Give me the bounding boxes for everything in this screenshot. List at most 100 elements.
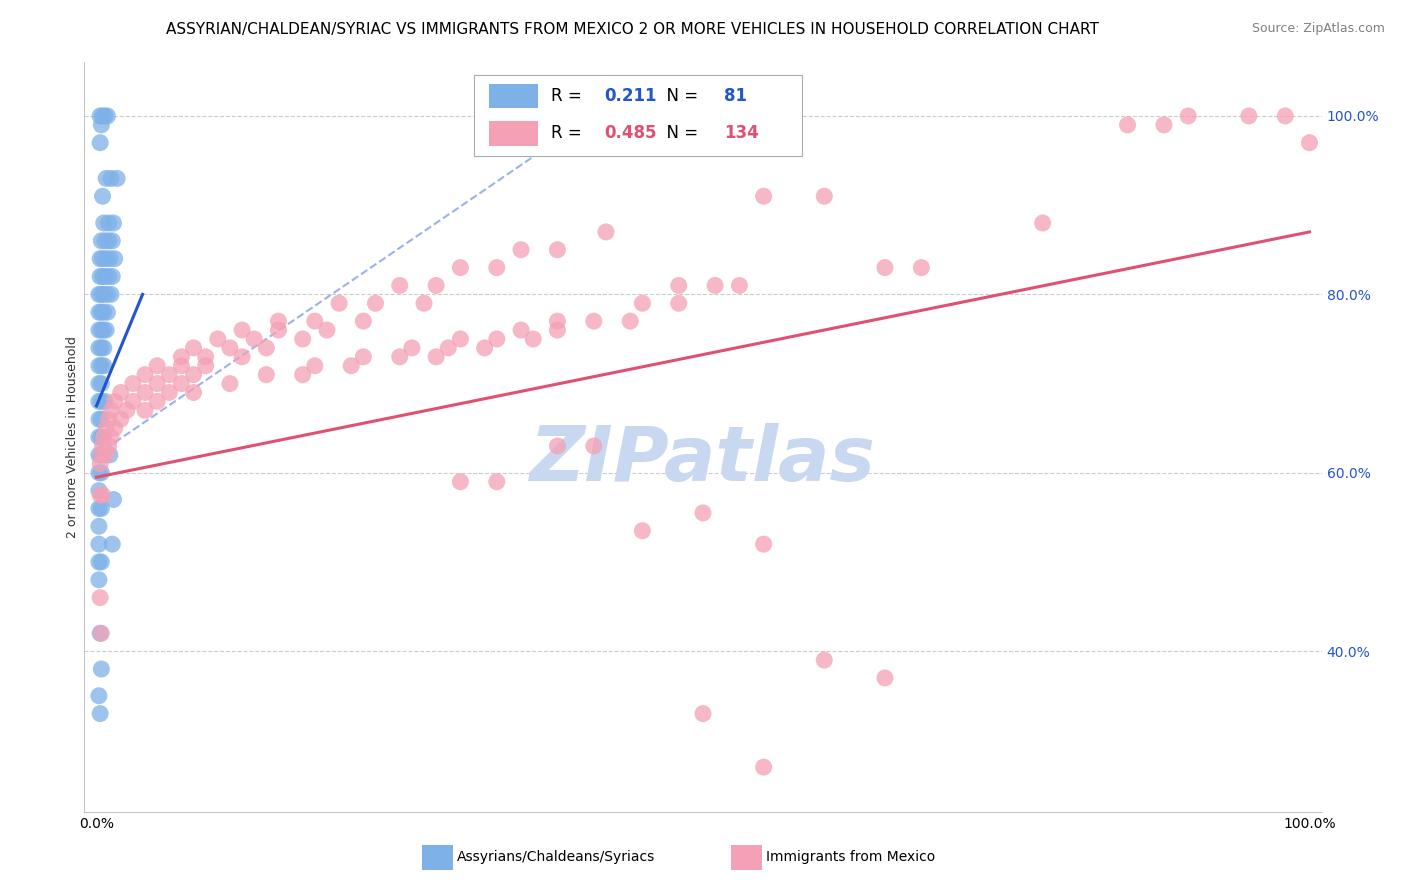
Point (146, 359, 169, 373)
Point (546, 314, 568, 328)
Point (89, 706, 111, 721)
Point (89, 626, 111, 640)
Point (89, 488, 111, 502)
Point (304, 359, 326, 373)
Point (91, 269, 114, 284)
Point (304, 314, 326, 328)
Point (89, 457, 111, 471)
Point (267, 323, 290, 337)
Point (90, 555, 112, 569)
Point (1116, 118, 1139, 132)
Point (87, 287, 110, 301)
Point (364, 296, 387, 310)
Point (87, 376, 110, 391)
Point (93, 341, 115, 355)
Point (90, 359, 112, 373)
Point (122, 376, 145, 391)
Point (96, 421, 118, 435)
Point (97, 269, 120, 284)
Point (89, 269, 111, 284)
Point (254, 368, 277, 382)
Point (96, 287, 118, 301)
Point (91, 488, 114, 502)
Text: Immigrants from Mexico: Immigrants from Mexico (766, 850, 935, 864)
Point (104, 394, 127, 409)
Point (98, 448, 121, 462)
Text: 81: 81 (724, 87, 747, 105)
Point (90, 412, 112, 426)
Point (96, 305, 118, 319)
Point (510, 243, 533, 257)
Point (582, 439, 605, 453)
Point (170, 359, 193, 373)
Point (449, 332, 471, 346)
Point (546, 323, 568, 337)
Point (90, 394, 112, 409)
Bar (489, 121, 538, 145)
Point (93, 430, 115, 444)
Point (87, 466, 110, 480)
Point (194, 350, 217, 364)
Point (219, 376, 242, 391)
Point (90, 341, 112, 355)
Point (183, 341, 205, 355)
Point (96, 323, 118, 337)
Point (87, 394, 110, 409)
Point (631, 524, 654, 538)
Point (522, 332, 544, 346)
Point (89, 109, 111, 123)
Point (110, 412, 132, 426)
Point (90, 287, 112, 301)
Point (90, 234, 112, 248)
Point (1298, 136, 1320, 150)
Point (96, 171, 118, 186)
Point (485, 475, 508, 489)
Point (546, 243, 568, 257)
Text: ASSYRIAN/CHALDEAN/SYRIAC VS IMMIGRANTS FROM MEXICO 2 OR MORE VEHICLES IN HOUSEHO: ASSYRIAN/CHALDEAN/SYRIAC VS IMMIGRANTS F… (166, 22, 1099, 37)
Point (254, 341, 277, 355)
FancyBboxPatch shape (474, 75, 801, 156)
Point (243, 332, 266, 346)
Point (87, 305, 110, 319)
Point (752, 189, 775, 203)
Point (104, 252, 127, 266)
Point (91, 252, 114, 266)
Point (87, 555, 110, 569)
Point (692, 706, 714, 721)
Point (219, 341, 242, 355)
Point (1274, 109, 1296, 123)
Point (291, 332, 314, 346)
Point (1237, 109, 1260, 123)
Point (100, 287, 122, 301)
Point (1177, 109, 1199, 123)
Y-axis label: 2 or more Vehicles in Household: 2 or more Vehicles in Household (66, 336, 79, 538)
Point (595, 225, 617, 239)
Point (231, 323, 253, 337)
Point (90, 118, 112, 132)
Point (90, 376, 112, 391)
Point (170, 350, 193, 364)
Point (91, 439, 114, 453)
Point (97, 412, 120, 426)
Point (94, 109, 117, 123)
Point (105, 171, 128, 186)
Point (728, 278, 751, 293)
Point (89, 252, 111, 266)
Point (449, 475, 471, 489)
Point (91, 109, 114, 123)
Point (96, 252, 118, 266)
Point (93, 323, 115, 337)
Point (90, 466, 112, 480)
Point (474, 341, 496, 355)
Text: Assyrians/Chaldeans/Syriacs: Assyrians/Chaldeans/Syriacs (457, 850, 655, 864)
Point (87, 359, 110, 373)
Point (194, 359, 217, 373)
Point (104, 421, 127, 435)
Point (183, 368, 205, 382)
Point (352, 350, 374, 364)
Text: N =: N = (657, 125, 703, 143)
Point (1032, 216, 1054, 230)
Text: R =: R = (551, 87, 586, 105)
Point (910, 260, 932, 275)
Point (437, 341, 460, 355)
